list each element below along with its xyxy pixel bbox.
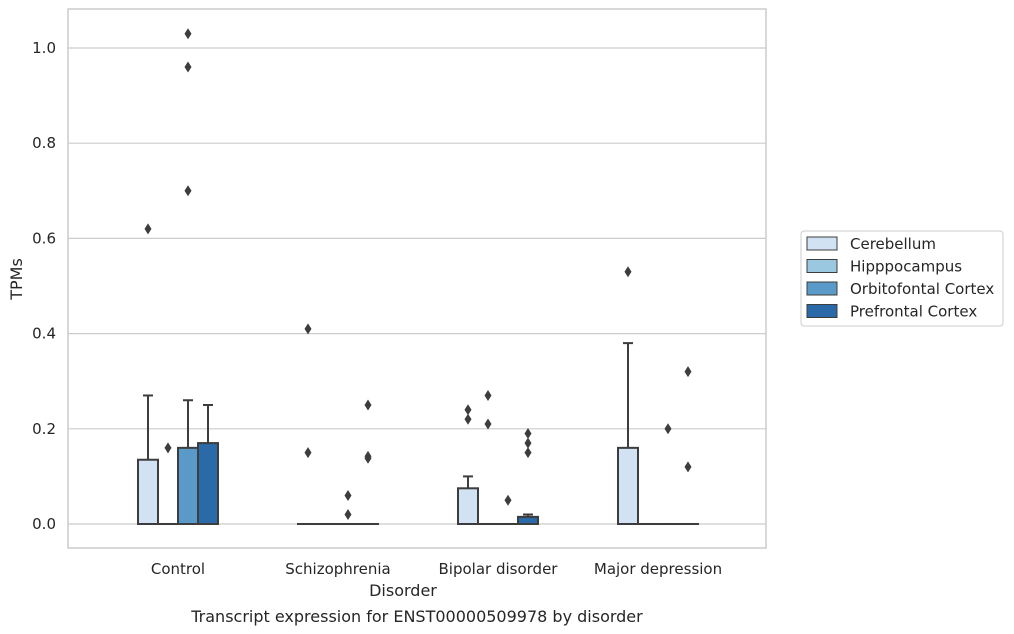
box-orbitofontal-cortex <box>497 494 519 526</box>
box-prefrontal-cortex <box>517 428 539 525</box>
outlier-point <box>184 28 192 40</box>
box-plot-marks <box>137 28 699 526</box>
legend-label: Hipppocampus <box>850 258 962 276</box>
box-cerebellum <box>137 223 159 525</box>
legend-frame <box>800 230 1004 327</box>
outlier-point <box>504 494 512 506</box>
outlier-point <box>144 223 152 235</box>
legend-swatch <box>806 281 838 296</box>
x-tick-label: Schizophrenia <box>285 560 390 578</box>
x-axis-label: Disorder <box>369 581 437 600</box>
chart-caption: Transcript expression for ENST0000050997… <box>190 607 643 626</box>
outlier-point <box>524 428 532 440</box>
outlier-point <box>484 389 492 401</box>
outlier-point <box>364 399 372 411</box>
box-body <box>517 515 539 525</box>
outlier-point <box>484 418 492 430</box>
y-axis-label: TPMs <box>7 258 26 301</box>
y-tick-label: 0.6 <box>32 229 56 247</box>
y-tick-label: 0.8 <box>32 134 56 152</box>
x-tick-label: Control <box>151 560 205 578</box>
outlier-point <box>344 508 352 520</box>
legend-label: Prefrontal Cortex <box>850 303 977 321</box>
outlier-point <box>524 437 532 449</box>
x-tick-label: Major depression <box>594 560 722 578</box>
outlier-point <box>184 61 192 73</box>
box-cerebellum <box>297 323 319 526</box>
y-tick-label: 0.2 <box>32 420 56 438</box>
outlier-point <box>344 489 352 501</box>
outlier-point <box>164 442 172 454</box>
legend-swatch <box>806 304 838 318</box>
box-body <box>137 458 159 525</box>
box-cerebellum <box>457 404 479 525</box>
box-body <box>197 442 219 525</box>
x-tick-label: Bipolar disorder <box>439 560 559 578</box>
box-prefrontal-cortex <box>197 404 219 525</box>
grid-lines <box>68 47 766 525</box>
y-tick-label: 0.4 <box>32 325 56 343</box>
legend-label: Orbitofontal Cortex <box>850 280 994 298</box>
box-orbitofontal-cortex <box>337 489 359 526</box>
outlier-point <box>364 452 372 464</box>
outlier-point <box>624 266 632 278</box>
outlier-point <box>464 413 472 425</box>
legend: Cerebellum Hipppocampus Orbitofontal Corte… <box>800 230 1004 327</box>
outlier-point <box>304 323 312 335</box>
box-prefrontal-cortex <box>357 399 379 526</box>
outlier-point <box>304 447 312 459</box>
box-orbitofontal-cortex <box>177 28 199 525</box>
plot-frame <box>67 8 767 549</box>
box-body <box>177 446 199 525</box>
box-hipppocampus <box>477 389 499 526</box>
outlier-point <box>464 404 472 416</box>
axis-ticks: 0.0 0.2 0.4 0.6 0.8 1.0 Control Schizophrenia Bi… <box>32 39 722 578</box>
box-body <box>457 487 479 525</box>
box-body <box>617 446 639 525</box>
box-prefrontal-cortex <box>677 366 699 526</box>
outlier-point <box>684 366 692 378</box>
legend-swatch <box>806 236 838 251</box>
outlier-point <box>184 185 192 197</box>
outlier-point <box>684 461 692 473</box>
box-cerebellum <box>617 266 639 525</box>
legend-swatch <box>806 259 838 273</box>
box-hipppocampus <box>157 442 179 526</box>
outlier-point <box>664 423 672 435</box>
legend-label: Cerebellum <box>850 235 936 253</box>
y-tick-label: 1.0 <box>32 39 56 57</box>
outlier-point <box>524 447 532 459</box>
box-orbitofontal-cortex <box>657 423 679 526</box>
y-tick-label: 0.0 <box>32 515 56 533</box>
